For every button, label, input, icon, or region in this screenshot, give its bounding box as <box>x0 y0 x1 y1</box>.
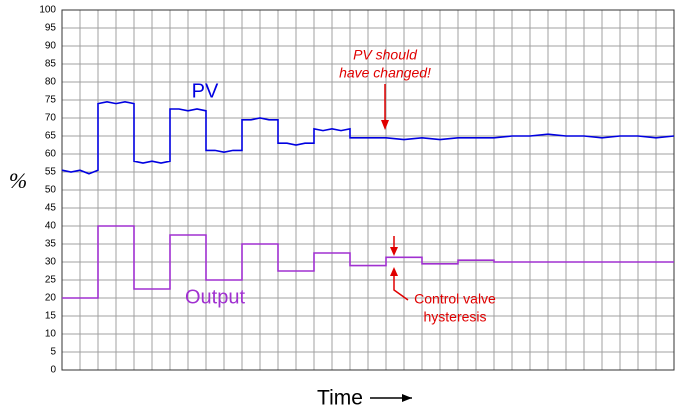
annotation-arrowhead <box>390 267 398 276</box>
y-tick-label: 80 <box>45 77 57 88</box>
y-tick-label: 5 <box>50 347 56 358</box>
y-tick-label: 50 <box>45 185 57 196</box>
y-tick-label: 30 <box>45 257 57 268</box>
y-tick-label: 35 <box>45 239 57 250</box>
y-tick-label: 85 <box>45 59 57 70</box>
annotation: Control valve <box>414 291 496 307</box>
y-tick-label: 75 <box>45 95 57 106</box>
series-line <box>61 100 675 175</box>
y-tick-label: 0 <box>50 365 56 376</box>
y-tick-label: 10 <box>45 329 57 340</box>
series-label: PV <box>192 80 219 102</box>
y-tick-label: 45 <box>45 203 57 214</box>
y-tick-label: 25 <box>45 275 57 286</box>
annotation: hysteresis <box>423 309 486 325</box>
annotation-arrowhead <box>390 247 398 256</box>
y-tick-label: 65 <box>45 131 57 142</box>
series-group <box>61 100 675 299</box>
time-arrowhead <box>402 394 412 402</box>
y-tick-label: 15 <box>45 311 57 322</box>
y-tick-label: 100 <box>39 5 56 16</box>
y-tick-label: 60 <box>45 149 57 160</box>
x-axis-label: Time <box>317 387 363 410</box>
annotation-arrowhead <box>381 120 389 130</box>
y-tick-label: 95 <box>45 23 57 34</box>
annotation: PV should <box>353 47 418 63</box>
series-line <box>62 225 674 299</box>
annotation-arrow <box>393 276 409 301</box>
y-tick-label: 40 <box>45 221 57 232</box>
annotation: have changed! <box>339 65 431 81</box>
series-label: Output <box>185 286 245 308</box>
y-tick-label: 90 <box>45 41 57 52</box>
y-tick-label: 70 <box>45 113 57 124</box>
plot-frame <box>61 9 675 371</box>
y-tick-label: 20 <box>45 293 57 304</box>
y-axis-label: % <box>9 168 27 193</box>
y-tick-label: 55 <box>45 167 57 178</box>
